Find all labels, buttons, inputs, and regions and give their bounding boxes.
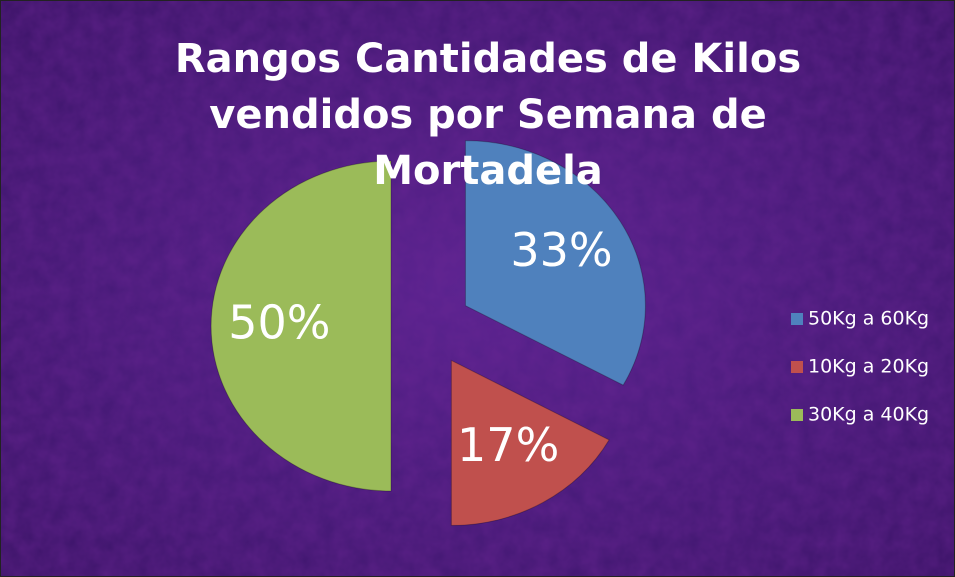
legend-swatch [791,361,803,373]
pie-slice [450,359,610,526]
data-label: 50% [228,296,330,350]
pie-slice [464,140,646,386]
data-label: 17% [457,418,559,472]
legend-swatch [791,313,803,325]
legend-label: 10Kg a 20Kg [808,356,929,378]
data-label: 33% [510,223,612,277]
chart-title: Rangos Cantidades de Kilos vendidos por … [174,36,802,194]
legend-label: 50Kg a 60Kg [808,308,929,330]
pie-slice [210,160,392,492]
legend-label: 30Kg a 40Kg [808,404,929,426]
legend-swatch [791,409,803,421]
